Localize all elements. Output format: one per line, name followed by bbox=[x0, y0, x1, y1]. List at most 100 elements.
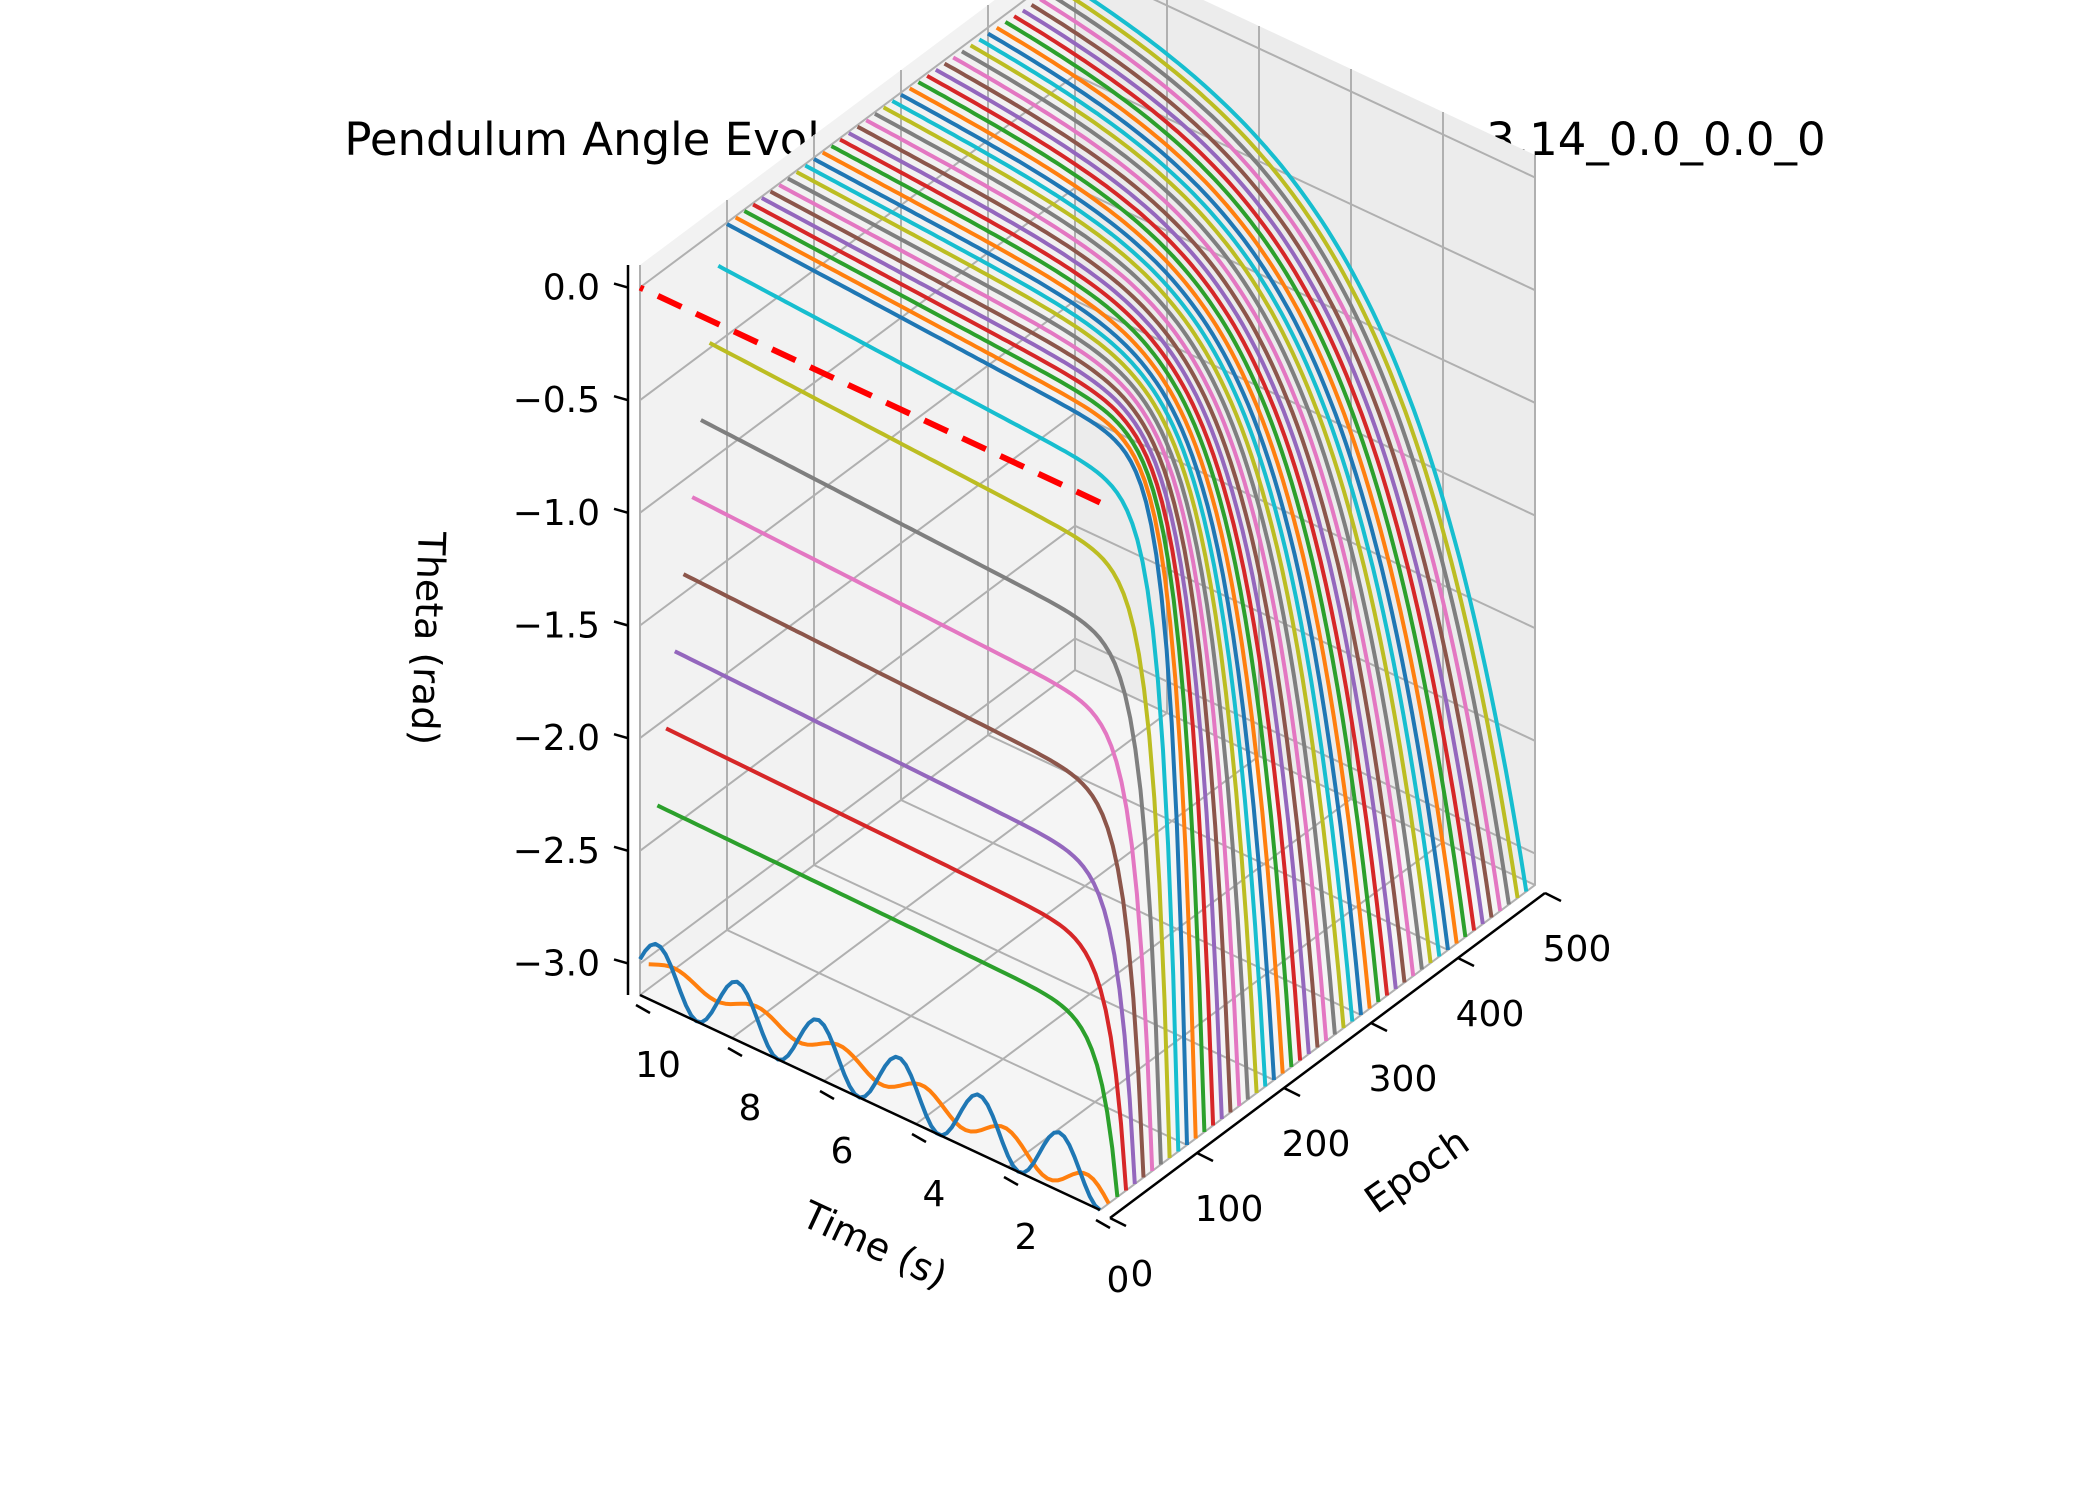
x-tick-label: 10 bbox=[635, 1045, 681, 1086]
series-line bbox=[752, 202, 1216, 1126]
x-tick bbox=[1003, 1175, 1019, 1187]
z-axis-label: Theta (rad) bbox=[402, 530, 453, 746]
x-tick-label: 4 bbox=[923, 1174, 946, 1215]
series-line bbox=[986, 31, 1450, 951]
series-line bbox=[839, 137, 1303, 1061]
x-axis-line bbox=[639, 993, 1101, 1212]
series-line bbox=[673, 649, 1137, 1185]
z-tick bbox=[613, 732, 629, 740]
series-line bbox=[882, 105, 1346, 1029]
z-tick-label: −1.0 bbox=[513, 493, 600, 534]
series-line bbox=[778, 183, 1242, 1107]
y-axis-label: Epoch bbox=[1357, 1119, 1478, 1222]
series-line bbox=[656, 803, 1120, 1198]
y-tick-label: 0 bbox=[1131, 1254, 1154, 1295]
y-tick bbox=[1457, 956, 1475, 968]
z-tick bbox=[613, 394, 629, 402]
series-line bbox=[760, 196, 1224, 1120]
series-line bbox=[830, 144, 1294, 1068]
series-line bbox=[699, 418, 1163, 1165]
z-tick bbox=[613, 958, 629, 965]
z-tick-label: −2.5 bbox=[513, 831, 600, 872]
y-tick bbox=[1109, 1216, 1127, 1228]
series-line bbox=[1013, 14, 1477, 931]
series-line bbox=[1072, 0, 1520, 899]
x-tick bbox=[635, 1003, 651, 1015]
series-line bbox=[943, 61, 1407, 983]
series-line bbox=[960, 49, 1424, 970]
z-tick-label: −2.0 bbox=[513, 718, 600, 759]
series-line bbox=[908, 86, 1372, 1009]
back-pane-time bbox=[640, 0, 1075, 995]
series-line bbox=[717, 264, 1181, 1152]
z-tick bbox=[613, 620, 629, 627]
y-tick bbox=[1283, 1086, 1301, 1098]
series-line bbox=[743, 209, 1207, 1133]
y-tick-label: 500 bbox=[1543, 929, 1612, 970]
series-line bbox=[952, 55, 1416, 977]
z-tick bbox=[613, 507, 629, 515]
z-tick-label: −3.0 bbox=[513, 943, 600, 984]
series-line bbox=[847, 131, 1311, 1055]
series-line bbox=[995, 25, 1459, 944]
series-line bbox=[856, 124, 1320, 1048]
y-tick bbox=[1196, 1151, 1214, 1163]
grid-line-theta bbox=[639, 0, 1536, 289]
series-line bbox=[726, 222, 1189, 1146]
series-line bbox=[978, 37, 1442, 957]
series-line bbox=[734, 215, 1198, 1139]
series-line bbox=[891, 99, 1355, 1022]
grid-line-theta bbox=[639, 637, 1536, 965]
series-line bbox=[691, 495, 1155, 1172]
series-group bbox=[638, 0, 1529, 1212]
grid-line-theta bbox=[639, 524, 1536, 852]
y-tick-label: 200 bbox=[1282, 1124, 1351, 1165]
y-tick-label: 300 bbox=[1369, 1059, 1438, 1100]
y-tick bbox=[1544, 891, 1562, 903]
x-tick bbox=[911, 1132, 927, 1144]
x-tick-label: 2 bbox=[1015, 1217, 1038, 1258]
series-line bbox=[1088, 0, 1529, 892]
series-line bbox=[708, 341, 1172, 1159]
series-line bbox=[873, 112, 1337, 1035]
x-tick-label: 8 bbox=[739, 1088, 762, 1129]
x-tick-label: 6 bbox=[831, 1131, 854, 1172]
z-tick-label: −1.5 bbox=[513, 605, 600, 646]
series-line bbox=[804, 163, 1268, 1087]
series-line bbox=[786, 176, 1250, 1100]
series-line bbox=[1039, 0, 1503, 912]
series-line bbox=[1021, 8, 1485, 925]
y-tick bbox=[1370, 1021, 1388, 1033]
series-line bbox=[900, 92, 1363, 1016]
series-line bbox=[813, 157, 1276, 1081]
series-line bbox=[865, 118, 1329, 1042]
series-line bbox=[665, 726, 1129, 1191]
series-line bbox=[969, 43, 1433, 964]
series-line bbox=[1055, 0, 1511, 905]
z-tick-label: −0.5 bbox=[513, 380, 600, 421]
series-line bbox=[917, 80, 1381, 1003]
target-line bbox=[638, 284, 1102, 506]
series-line bbox=[769, 189, 1233, 1113]
x-tick bbox=[819, 1089, 835, 1101]
series-line bbox=[821, 150, 1285, 1074]
series-line bbox=[648, 962, 1111, 1205]
series-line bbox=[926, 74, 1390, 996]
grid-line-epoch bbox=[726, 200, 1188, 1146]
x-tick bbox=[727, 1046, 743, 1058]
y-axis-line bbox=[1109, 891, 1546, 1220]
series-line bbox=[934, 67, 1398, 990]
series-line bbox=[795, 170, 1259, 1094]
series-line bbox=[1004, 20, 1468, 938]
series-line bbox=[1030, 3, 1494, 918]
x-tick-label: 0 bbox=[1107, 1260, 1130, 1301]
z-tick bbox=[613, 845, 629, 853]
series-line bbox=[682, 572, 1146, 1178]
axis-lines bbox=[626, 265, 1546, 1220]
tick-labels: 024681001002003004005000.0−0.5−1.0−1.5−2… bbox=[513, 268, 1612, 1301]
y-tick-label: 400 bbox=[1456, 994, 1525, 1035]
target-line-group bbox=[638, 284, 1102, 506]
z-tick-label: 0.0 bbox=[543, 268, 600, 309]
